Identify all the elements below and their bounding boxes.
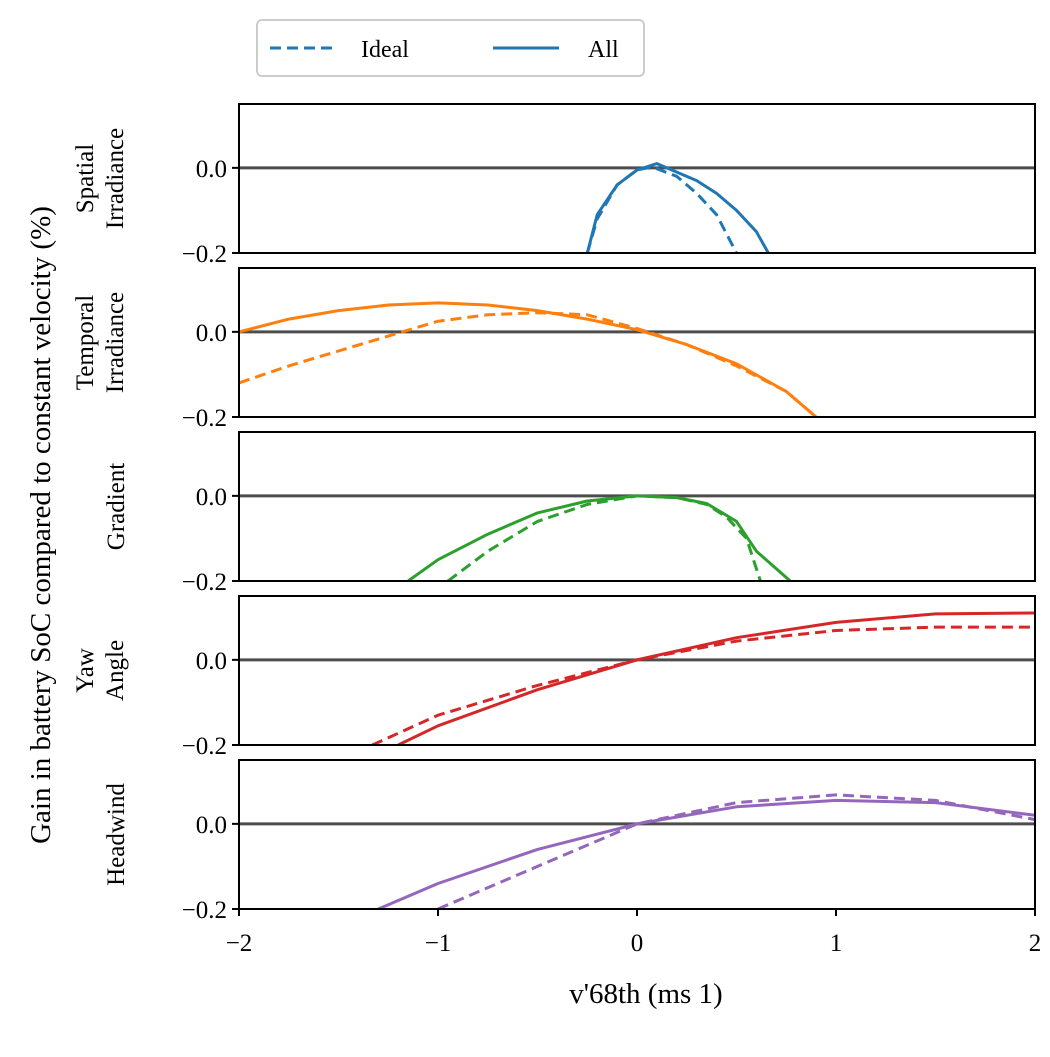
panel: 0.0 −0.2 Gradient bbox=[103, 431, 1036, 596]
panel: 0.0 −0.2 Yaw Angle bbox=[72, 595, 1036, 760]
panel-frame bbox=[238, 759, 1036, 910]
legend-all-label: All bbox=[588, 37, 619, 63]
all-series-line bbox=[397, 611, 1035, 745]
y-tick-label: 0.0 bbox=[196, 320, 227, 347]
y-tick-label: 0.0 bbox=[196, 812, 227, 839]
y-axis-title: Gain in battery SoC compared to constant… bbox=[25, 206, 57, 844]
panel-label: Headwind bbox=[103, 783, 130, 886]
x-tick-label: 1 bbox=[830, 930, 843, 957]
all-series-line bbox=[239, 301, 818, 417]
panel-series bbox=[371, 611, 1035, 745]
x-tick-label: −2 bbox=[226, 930, 253, 957]
panel-label-line: Angle bbox=[102, 640, 129, 701]
x-tick-labels: −2 −1 0 1 2 bbox=[226, 930, 1042, 957]
panel-label-line: Irradiance bbox=[102, 292, 129, 393]
panel-label: Gradient bbox=[103, 463, 130, 551]
panel-frame bbox=[238, 595, 1036, 746]
panel-series bbox=[407, 494, 792, 581]
legend-ideal-label: Ideal bbox=[361, 37, 409, 63]
panel-label-line: Headwind bbox=[103, 783, 130, 886]
x-tick-label: −1 bbox=[425, 930, 452, 957]
ideal-series-line bbox=[585, 166, 738, 253]
y-tick-label: 0.0 bbox=[196, 156, 227, 183]
y-tick-label: 0.0 bbox=[196, 484, 227, 511]
panel: 0.0 −0.2 Temporal Irradiance bbox=[72, 267, 1036, 432]
panel: 0.0 −0.2 Headwind bbox=[103, 759, 1036, 924]
x-axis-title: v'68th (ms 1) bbox=[569, 978, 722, 1010]
panel-frame bbox=[238, 103, 1036, 254]
x-tick-label: 0 bbox=[631, 930, 644, 957]
panel-label-line: Irradiance bbox=[102, 128, 129, 229]
panel-label-line: Yaw bbox=[72, 648, 99, 693]
panel-label: Spatial Irradiance bbox=[72, 128, 129, 229]
all-series-line bbox=[407, 494, 792, 581]
x-tick-label: 2 bbox=[1029, 930, 1042, 957]
y-tick-label: −0.2 bbox=[182, 733, 227, 760]
legend-box bbox=[256, 19, 645, 77]
panel-frame bbox=[238, 267, 1036, 418]
y-tick-label: −0.2 bbox=[182, 897, 227, 924]
panel-series bbox=[239, 301, 818, 417]
panel-label-line: Temporal bbox=[72, 295, 99, 390]
ideal-series-line bbox=[371, 625, 1035, 745]
all-series-line bbox=[377, 798, 1035, 909]
panel-label-line: Spatial bbox=[72, 144, 99, 213]
panel-series bbox=[377, 793, 1035, 909]
ideal-series-line bbox=[437, 793, 1035, 909]
panel-label: Yaw Angle bbox=[72, 640, 129, 701]
legend: Ideal All bbox=[256, 19, 645, 77]
all-series-line bbox=[585, 162, 770, 253]
panel-label: Temporal Irradiance bbox=[72, 292, 129, 393]
panel-frame bbox=[238, 431, 1036, 582]
y-tick-label: 0.0 bbox=[196, 648, 227, 675]
y-tick-label: −0.2 bbox=[182, 241, 227, 268]
y-tick-label: −0.2 bbox=[182, 405, 227, 432]
y-tick-label: −0.2 bbox=[182, 569, 227, 596]
panel-series bbox=[585, 162, 770, 253]
panel-label-line: Gradient bbox=[103, 463, 130, 551]
ideal-series-line bbox=[239, 311, 818, 417]
panel: 0.0 −0.2 Spatial Irradiance bbox=[72, 103, 1036, 268]
